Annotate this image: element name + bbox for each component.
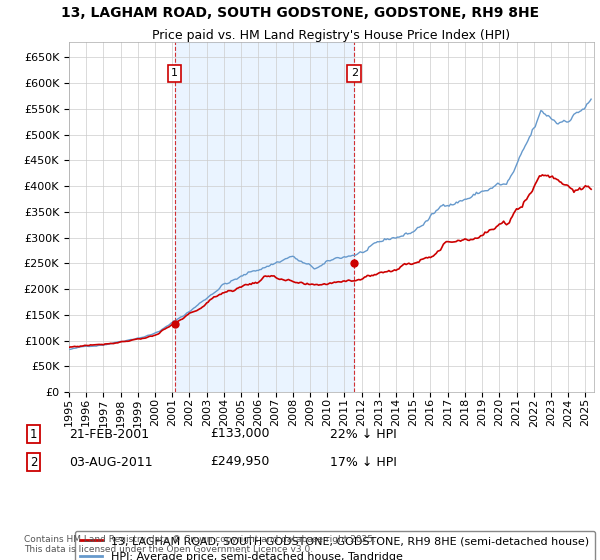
Text: 21-FEB-2001: 21-FEB-2001 bbox=[69, 427, 149, 441]
Bar bbox=[175, 42, 355, 392]
Text: 1: 1 bbox=[171, 68, 178, 78]
Text: Contains HM Land Registry data © Crown copyright and database right 2025.
This d: Contains HM Land Registry data © Crown c… bbox=[24, 535, 376, 554]
Text: 2: 2 bbox=[351, 68, 358, 78]
Text: £249,950: £249,950 bbox=[210, 455, 269, 469]
Text: 22% ↓ HPI: 22% ↓ HPI bbox=[330, 427, 397, 441]
Text: 17% ↓ HPI: 17% ↓ HPI bbox=[330, 455, 397, 469]
Title: Price paid vs. HM Land Registry's House Price Index (HPI): Price paid vs. HM Land Registry's House … bbox=[152, 29, 511, 42]
Text: 1: 1 bbox=[30, 427, 37, 441]
Text: 03-AUG-2011: 03-AUG-2011 bbox=[69, 455, 152, 469]
Text: £133,000: £133,000 bbox=[210, 427, 269, 441]
Legend: 13, LAGHAM ROAD, SOUTH GODSTONE, GODSTONE, RH9 8HE (semi-detached house), HPI: A: 13, LAGHAM ROAD, SOUTH GODSTONE, GODSTON… bbox=[74, 530, 595, 560]
Text: 2: 2 bbox=[30, 455, 37, 469]
Text: 13, LAGHAM ROAD, SOUTH GODSTONE, GODSTONE, RH9 8HE: 13, LAGHAM ROAD, SOUTH GODSTONE, GODSTON… bbox=[61, 6, 539, 20]
